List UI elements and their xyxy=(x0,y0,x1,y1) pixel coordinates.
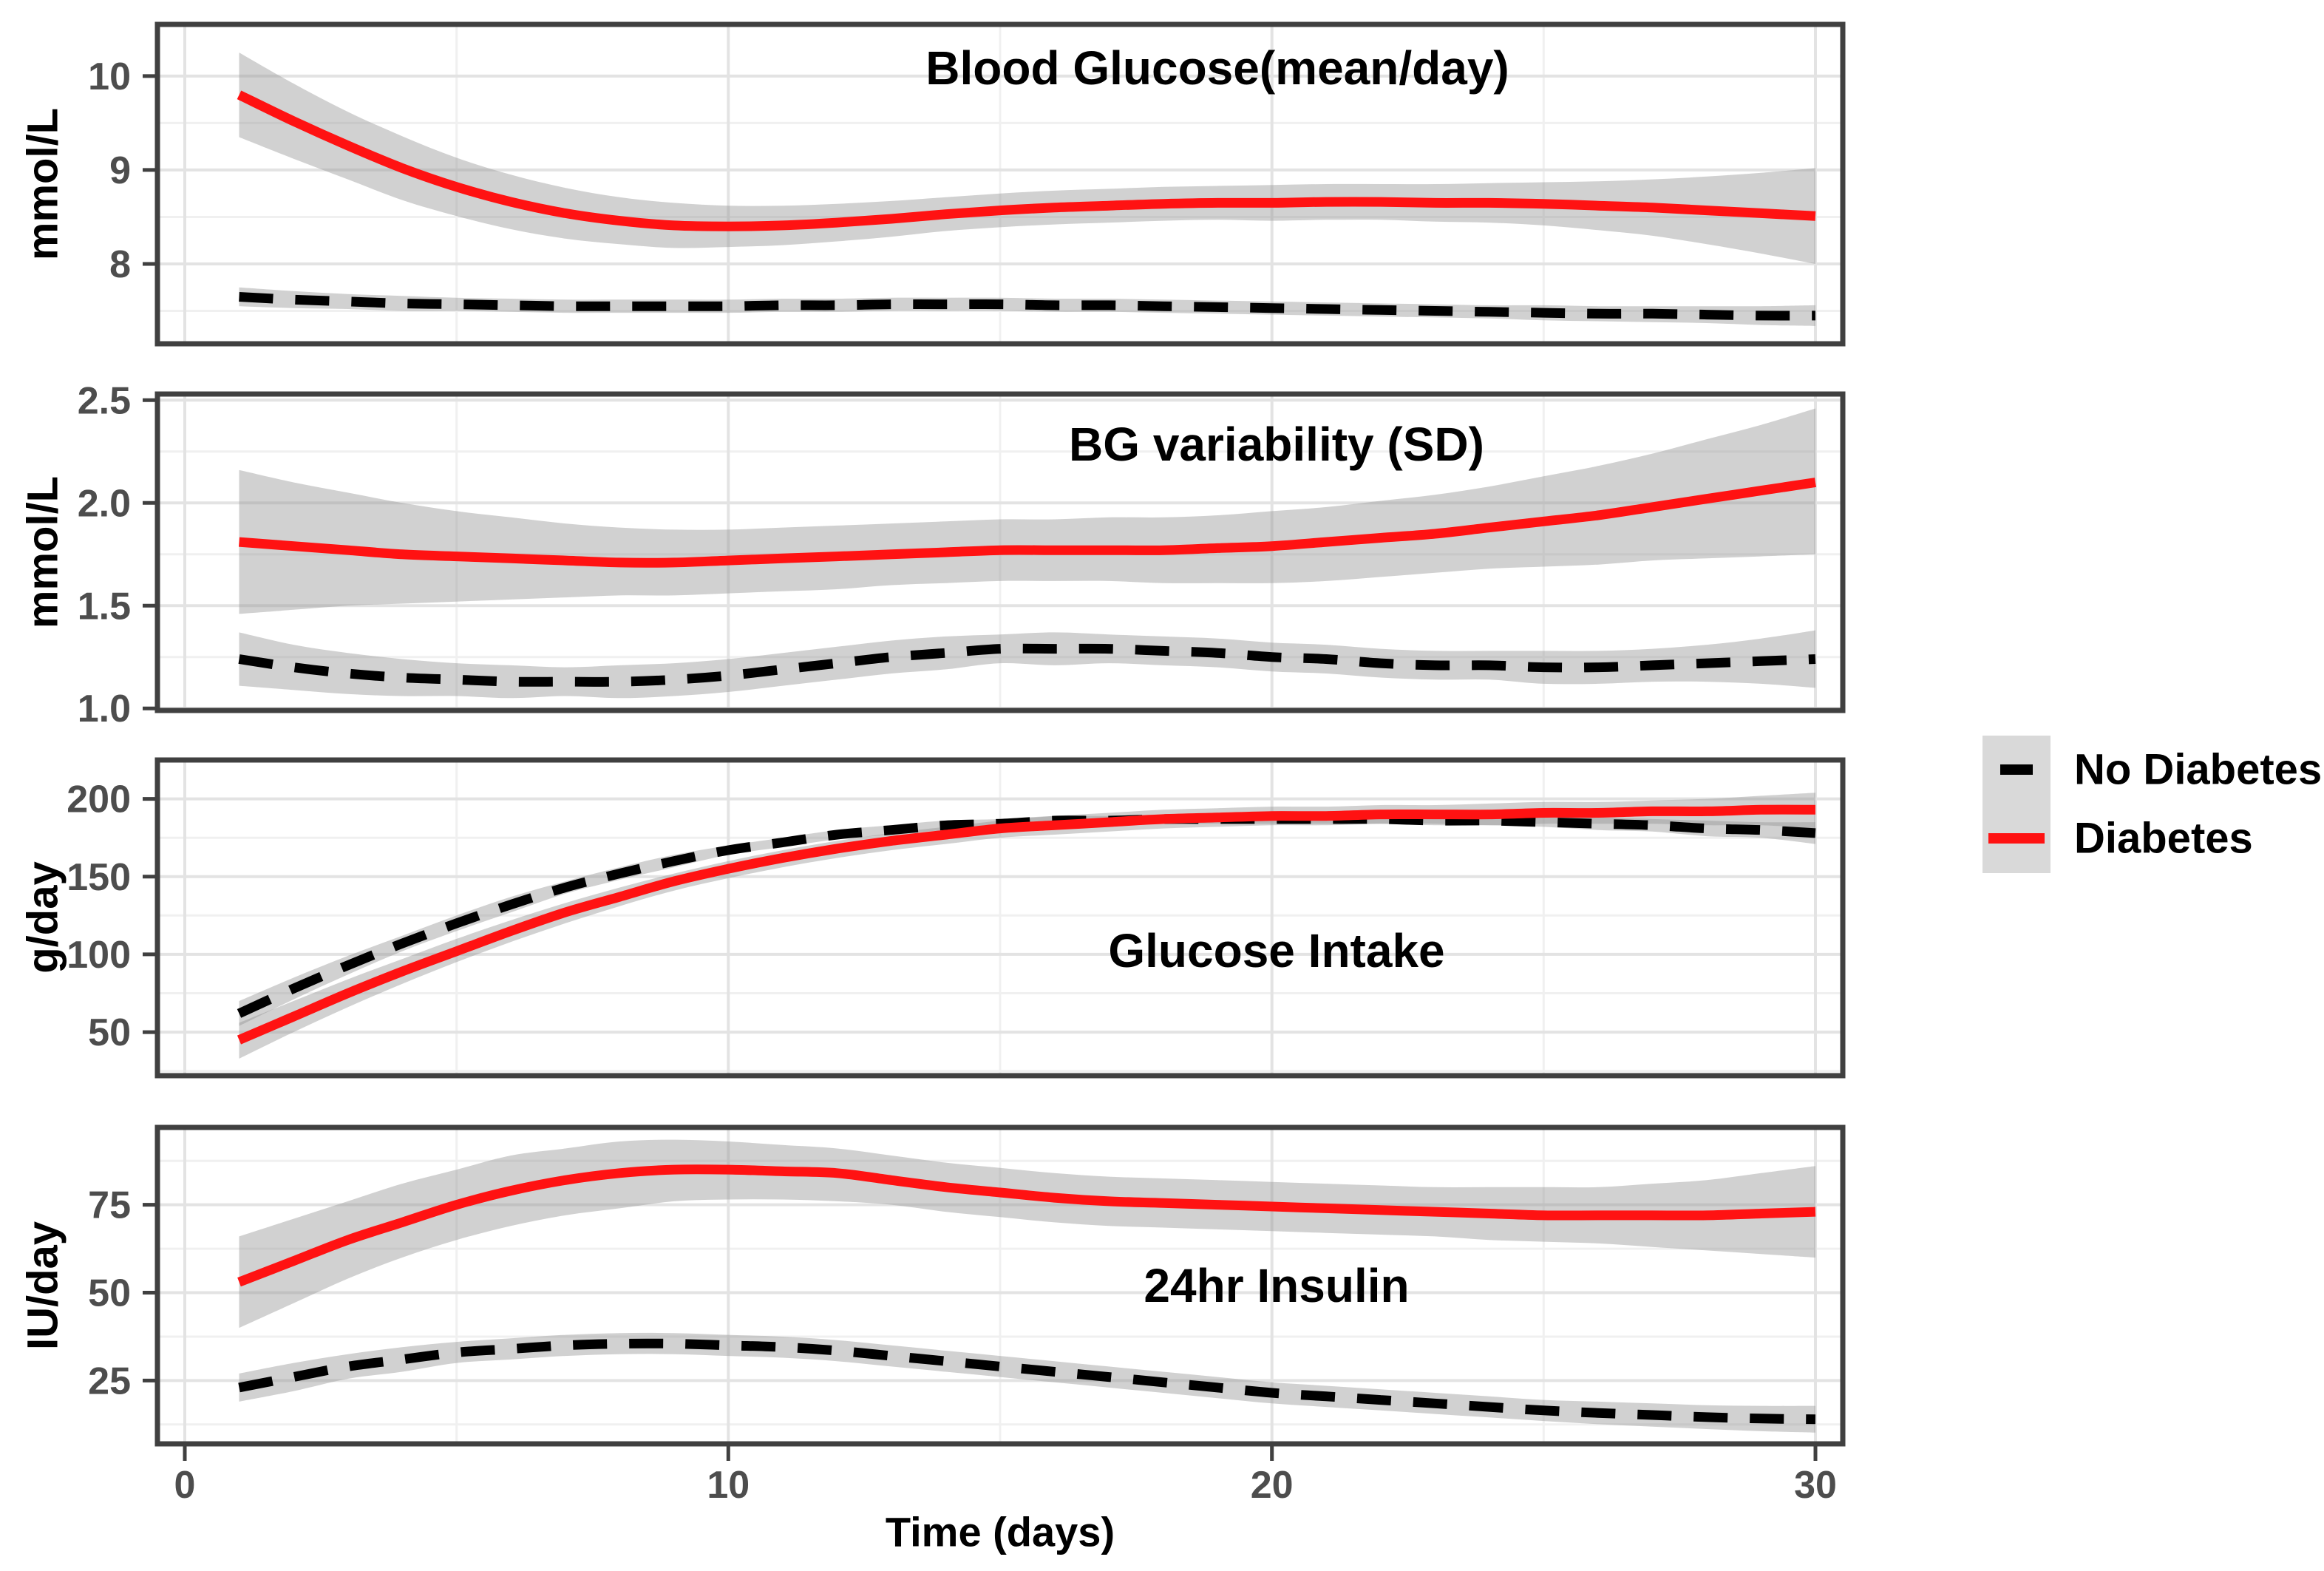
legend-label-no-diabetes: No Diabetes xyxy=(2074,745,2323,794)
panel-border xyxy=(154,757,1846,1079)
legend: No Diabetes Diabetes xyxy=(1982,736,2324,873)
y-tick-label: 200 xyxy=(67,778,131,821)
panel-1: 8 9 10 xyxy=(88,21,1846,347)
y-tick-label: 2.0 xyxy=(78,482,131,525)
no_diabetes-confidence-band xyxy=(239,1332,1815,1433)
no_diabetes-line xyxy=(238,643,1816,687)
y-tick-label: 2.5 xyxy=(78,379,131,422)
y-tick-label: 150 xyxy=(67,856,131,899)
legend-label-diabetes: Diabetes xyxy=(2074,814,2253,863)
x-tick-label: 0 xyxy=(174,1464,196,1507)
y-tick-label: 9 xyxy=(109,149,131,192)
panel-title-blood-glucose: Blood Glucose(mean/day) xyxy=(925,41,1509,95)
diabetes-line xyxy=(239,478,1817,568)
y-tick-label: 10 xyxy=(88,55,131,98)
diabetes-confidence-band xyxy=(239,1139,1815,1329)
y-tick-label: 1.5 xyxy=(78,585,131,628)
x-tick-label: 20 xyxy=(1251,1464,1294,1507)
panel-border xyxy=(154,391,1846,713)
y-tick-label: 25 xyxy=(88,1360,131,1402)
panel-2: 1.0 1.5 2.0 2.5 xyxy=(78,379,1846,730)
x-axis: 0 10 20 30 xyxy=(174,1444,1837,1507)
diabetes-line xyxy=(237,90,1816,231)
diabetes-line xyxy=(237,804,1816,1045)
y-axis-label-panel-1: mmol/L xyxy=(18,107,67,261)
y-tick-label: 100 xyxy=(67,934,131,977)
x-axis-title: Time (days) xyxy=(885,1508,1115,1555)
no_diabetes-line xyxy=(238,1338,1816,1425)
y-tick-label: 8 xyxy=(109,243,131,286)
y-tick-label: 50 xyxy=(88,1011,131,1054)
y-axis-label-panel-3: g/day xyxy=(18,861,67,974)
diabetes-confidence-band xyxy=(239,52,1815,264)
x-tick-label: 10 xyxy=(707,1464,750,1507)
y-tick-label: 1.0 xyxy=(78,688,131,730)
no_diabetes-line xyxy=(239,292,1816,321)
y-axis-label-panel-2: mmol/L xyxy=(18,475,67,629)
legend-key-background xyxy=(1982,736,2051,873)
panel-4: 25 50 75 xyxy=(88,1124,1846,1447)
panel-border xyxy=(154,1124,1846,1447)
legend-diabetes-line xyxy=(1988,833,2045,844)
diabetes-confidence-band xyxy=(239,408,1815,614)
panel-title-glucose-intake: Glucose Intake xyxy=(1108,924,1445,977)
y-tick-label: 50 xyxy=(88,1272,131,1315)
y-axis-label-panel-4: IU/day xyxy=(18,1221,67,1351)
no_diabetes-confidence-band xyxy=(239,630,1815,699)
x-tick-label: 30 xyxy=(1794,1464,1837,1507)
y-tick-label: 75 xyxy=(88,1184,131,1227)
panel-3: 50 100 150 200 xyxy=(67,757,1846,1079)
legend-no-diabetes-line xyxy=(2000,764,2033,775)
diabetes-line xyxy=(237,1164,1816,1287)
panel-title-bg-variability: BG variability (SD) xyxy=(1069,418,1484,471)
panel-title-24hr-insulin: 24hr Insulin xyxy=(1144,1259,1410,1312)
panel-border xyxy=(154,21,1846,347)
diabetes-confidence-band xyxy=(239,793,1815,1059)
